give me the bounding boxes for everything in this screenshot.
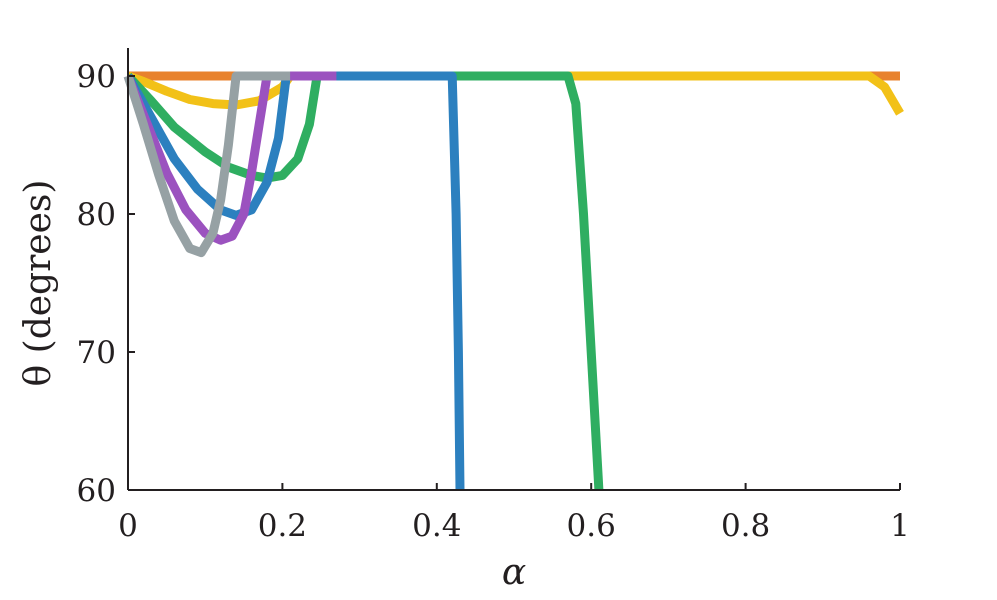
x-tick-label: 0.8 bbox=[721, 508, 770, 544]
y-axis-label: θ (degrees) bbox=[18, 180, 59, 387]
series-line-2 bbox=[126, 71, 904, 116]
series-line-4 bbox=[124, 71, 465, 491]
x-tick-label: 0.4 bbox=[412, 508, 461, 544]
y-tick-label: 80 bbox=[77, 197, 116, 233]
axes bbox=[127, 48, 900, 491]
series-line-6 bbox=[123, 71, 291, 258]
series-line-5 bbox=[123, 71, 337, 245]
series-line-3 bbox=[124, 71, 604, 491]
x-tick-label: 0.6 bbox=[567, 508, 616, 544]
y-tick-label: 60 bbox=[77, 473, 116, 509]
series-layer bbox=[123, 71, 904, 491]
ticks: 0 0.2 0.4 0.6 0.8 1 60 70 80 90 bbox=[77, 59, 910, 544]
x-axis-label: α bbox=[502, 552, 526, 593]
y-tick-label: 90 bbox=[77, 59, 116, 95]
x-tick-label: 0.2 bbox=[258, 508, 307, 544]
x-tick-label: 1 bbox=[890, 508, 910, 544]
x-tick-label: 0 bbox=[118, 508, 138, 544]
y-tick-label: 70 bbox=[77, 335, 116, 371]
